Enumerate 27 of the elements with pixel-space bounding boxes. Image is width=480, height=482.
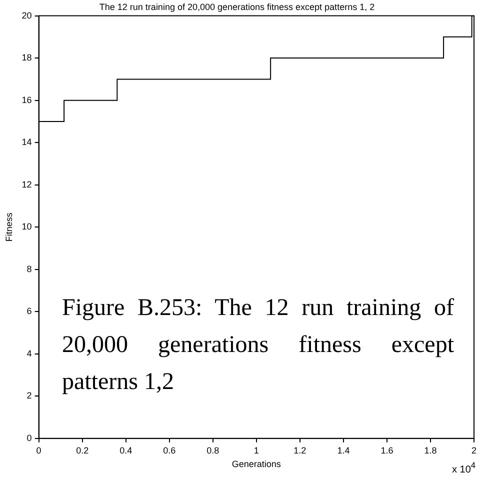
y-tick-label: 14	[22, 137, 32, 148]
x-tick-label: 0.6	[163, 445, 176, 456]
text: x 10$^{4}$	[452, 460, 476, 476]
y-tick-label: 18	[22, 52, 32, 63]
x-tick-label: 1.6	[380, 445, 394, 456]
x-tick-label: 1.8	[424, 445, 437, 456]
y-tick-label: 8	[26, 264, 32, 274]
y-tick-label: 20	[22, 10, 32, 20]
y-tick-label: 12	[22, 179, 32, 190]
annotation: Figure B.253: The 12 run training of 20,000 generations fitness except patterns 1,2	[62, 294, 454, 397]
x-axis-title: Generations	[232, 459, 282, 470]
y-tick-label: 0	[26, 432, 32, 443]
y-axis-title: Fitness	[4, 212, 14, 242]
x-tick-label: 1.2	[294, 445, 306, 456]
y-tick-label: 16	[22, 94, 32, 105]
x-tick-label: 0.8	[206, 445, 220, 456]
x-tick-label: 1	[254, 445, 259, 456]
y-tick-label: 2	[26, 390, 32, 401]
x-tick-label: 0.4	[120, 445, 132, 456]
x-tick-label: 1.4	[337, 445, 350, 456]
x-tick-label: 2	[471, 445, 477, 456]
y-tick-label: 4	[26, 348, 32, 358]
y-tick-label: 6	[26, 306, 32, 316]
x-tick-label: 0.2	[76, 445, 89, 456]
y-tick-label: 10	[22, 222, 32, 232]
chart-title: The 12 run training of 20,000 generations fitness except patterns 1, 2	[99, 2, 375, 12]
x-tick-label: 0	[36, 445, 42, 456]
